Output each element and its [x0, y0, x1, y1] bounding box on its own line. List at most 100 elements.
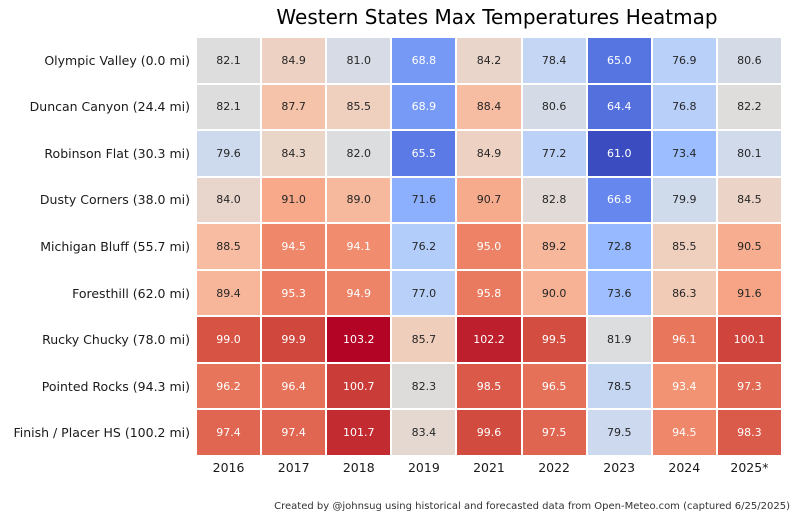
heatmap-cell: 88.4: [457, 84, 521, 130]
heatmap-cell: 96.2: [197, 363, 261, 409]
heatmap-cell: 89.2: [522, 224, 586, 269]
row-label: Finish / Placer HS (100.2 mi): [13, 425, 190, 441]
heatmap-cell: 95.3: [262, 270, 326, 316]
heatmap-cell: 66.8: [587, 177, 651, 223]
heatmap-cell: 65.5: [392, 131, 456, 176]
heatmap-cell: 79.5: [587, 410, 651, 455]
heatmap-cell: 99.5: [522, 317, 586, 362]
heatmap-cell: 80.6: [522, 84, 586, 130]
heatmap-cell: 65.0: [587, 38, 651, 83]
heatmap-cell: 99.6: [457, 410, 521, 455]
row-label: Dusty Corners (38.0 mi): [39, 192, 190, 208]
heatmap-cell: 68.9: [392, 84, 456, 130]
heatmap-cell: 82.0: [327, 131, 391, 176]
heatmap-grid: 82.1 84.9 81.0 68.8 84.2 78.4 65.0 76.9 80.6 82.1…: [197, 38, 781, 455]
heatmap-cell: 84.9: [262, 38, 326, 83]
row-label: Rucky Chucky (78.0 mi): [42, 332, 190, 348]
heatmap-cell: 73.4: [652, 131, 716, 176]
heatmap-cell: 89.0: [327, 177, 391, 223]
col-label: 2017: [277, 460, 310, 475]
heatmap-cell: 81.9: [587, 317, 651, 362]
col-label: 2019: [407, 460, 440, 475]
heatmap-cell: 94.9: [327, 270, 391, 316]
heatmap-cell: 94.1: [327, 224, 391, 269]
heatmap-cell: 82.8: [522, 177, 586, 223]
heatmap-cell: 61.0: [587, 131, 651, 176]
y-axis-labels: Olympic Valley (0.0 mi) Duncan Canyon (24…: [0, 38, 190, 455]
heatmap-cell: 102.2: [457, 317, 521, 362]
row-label: Robinson Flat (30.3 mi): [44, 145, 190, 161]
heatmap-cell: 87.7: [262, 84, 326, 130]
heatmap-cell: 90.7: [457, 177, 521, 223]
heatmap-cell: 101.7: [327, 410, 391, 455]
heatmap-cell: 82.2: [717, 84, 781, 130]
heatmap-cell: 79.6: [197, 131, 261, 176]
heatmap-cell: 82.3: [392, 363, 456, 409]
heatmap-cell: 89.4: [197, 270, 261, 316]
heatmap-cell: 79.9: [652, 177, 716, 223]
col-label: 2022: [538, 460, 570, 475]
heatmap-cell: 81.0: [327, 38, 391, 83]
heatmap-cell: 96.4: [262, 363, 326, 409]
row-label: Foresthill (62.0 mi): [72, 285, 190, 301]
heatmap-cell: 97.3: [717, 363, 781, 409]
heatmap-cell: 80.6: [717, 38, 781, 83]
heatmap-cell: 96.1: [652, 317, 716, 362]
heatmap-cell: 68.8: [392, 38, 456, 83]
col-label: 2016: [212, 460, 245, 475]
x-axis-labels: 2016 2017 2018 2019 2021 2022 2023 2024 2025*: [197, 460, 781, 478]
heatmap-cell: 100.7: [327, 363, 391, 409]
heatmap-cell: 82.1: [197, 38, 261, 83]
row-label: Duncan Canyon (24.4 mi): [29, 99, 190, 115]
heatmap-cell: 98.5: [457, 363, 521, 409]
heatmap-cell: 77.2: [522, 131, 586, 176]
heatmap-cell: 84.5: [717, 177, 781, 223]
heatmap-cell: 88.5: [197, 224, 261, 269]
heatmap-cell: 83.4: [392, 410, 456, 455]
heatmap-cell: 97.4: [262, 410, 326, 455]
col-label: 2024: [668, 460, 701, 475]
heatmap-cell: 85.7: [392, 317, 456, 362]
heatmap-cell: 90.0: [522, 270, 586, 316]
heatmap-cell: 77.0: [392, 270, 456, 316]
heatmap-cell: 90.5: [717, 224, 781, 269]
heatmap-cell: 76.8: [652, 84, 716, 130]
heatmap-cell: 99.9: [262, 317, 326, 362]
row-label: Michigan Bluff (55.7 mi): [40, 238, 190, 254]
heatmap-cell: 78.5: [587, 363, 651, 409]
heatmap-cell: 97.5: [522, 410, 586, 455]
heatmap-cell: 71.6: [392, 177, 456, 223]
heatmap-cell: 91.6: [717, 270, 781, 316]
heatmap-cell: 73.6: [587, 270, 651, 316]
heatmap-cell: 91.0: [262, 177, 326, 223]
col-label: 2018: [342, 460, 375, 475]
heatmap-cell: 98.3: [717, 410, 781, 455]
heatmap-cell: 85.5: [327, 84, 391, 130]
col-label: 2023: [603, 460, 636, 475]
heatmap-cell: 84.2: [457, 38, 521, 83]
attribution-caption: Created by @johnsug using historical and…: [274, 501, 790, 512]
heatmap-cell: 80.1: [717, 131, 781, 176]
row-label: Pointed Rocks (94.3 mi): [41, 378, 190, 394]
heatmap-cell: 97.4: [197, 410, 261, 455]
heatmap-cell: 93.4: [652, 363, 716, 409]
heatmap-cell: 86.3: [652, 270, 716, 316]
heatmap-cell: 99.0: [197, 317, 261, 362]
heatmap-cell: 100.1: [717, 317, 781, 362]
heatmap-cell: 85.5: [652, 224, 716, 269]
heatmap-cell: 64.4: [587, 84, 651, 130]
heatmap-cell: 72.8: [587, 224, 651, 269]
heatmap-cell: 84.9: [457, 131, 521, 176]
heatmap-cell: 78.4: [522, 38, 586, 83]
col-label: 2021: [473, 460, 505, 475]
heatmap-cell: 96.5: [522, 363, 586, 409]
heatmap-cell: 94.5: [652, 410, 716, 455]
chart-title: Western States Max Temperatures Heatmap: [276, 5, 718, 29]
heatmap-cell: 76.9: [652, 38, 716, 83]
col-label: 2025*: [730, 460, 769, 475]
heatmap-cell: 95.8: [457, 270, 521, 316]
heatmap-cell: 84.0: [197, 177, 261, 223]
heatmap-cell: 95.0: [457, 224, 521, 269]
heatmap-cell: 103.2: [327, 317, 391, 362]
